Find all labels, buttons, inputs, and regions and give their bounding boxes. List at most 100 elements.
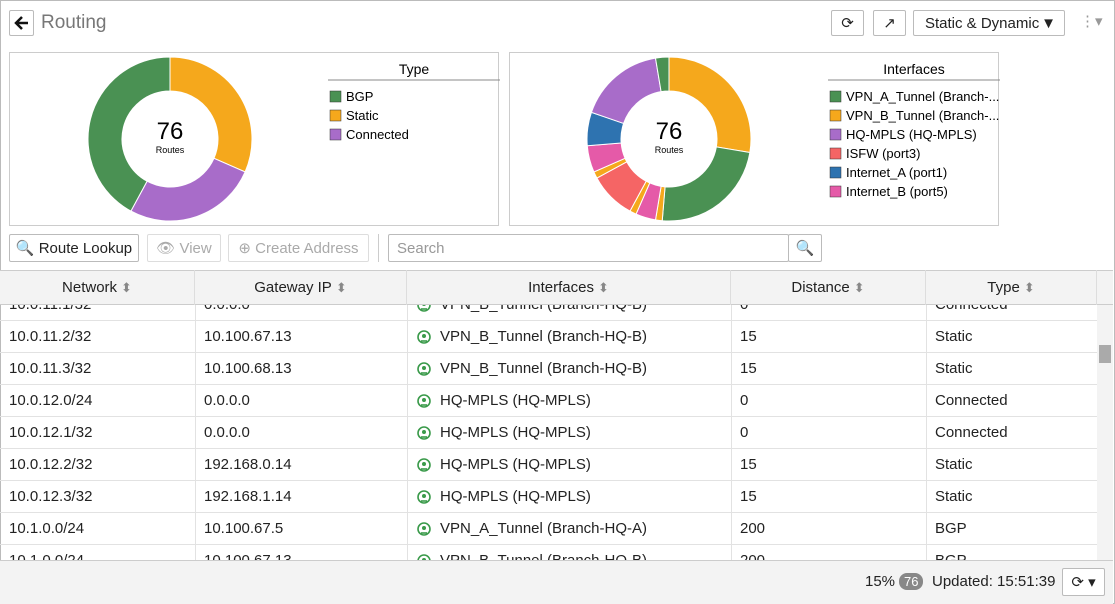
- table-cell: HQ-MPLS (HQ-MPLS): [440, 424, 591, 441]
- table-cell: HQ-MPLS (HQ-MPLS): [440, 456, 591, 473]
- table-cell: Connected: [935, 305, 1008, 321]
- table-cell: 15: [740, 360, 757, 377]
- column-header[interactable]: Distance ⬍: [731, 270, 926, 305]
- legend-label: ISFW (port3): [846, 146, 920, 161]
- column-divider: [195, 481, 196, 513]
- column-divider: [926, 513, 927, 545]
- column-divider: [926, 449, 927, 481]
- legend-swatch: [329, 109, 342, 122]
- table-row[interactable]: [0, 305, 1097, 321]
- column-header[interactable]: Interfaces ⬍: [407, 270, 731, 305]
- refresh-button[interactable]: ⟳: [831, 10, 864, 36]
- table-cell: Static: [935, 456, 973, 473]
- table-row[interactable]: [0, 417, 1097, 449]
- scrollbar[interactable]: [1097, 305, 1113, 560]
- table-cell: 192.168.0.14: [204, 456, 292, 473]
- table-cell: 10.100.67.13: [204, 328, 292, 345]
- table-cell: 0: [740, 392, 749, 409]
- column-header[interactable]: Type ⬍: [926, 270, 1097, 305]
- legend-swatch: [829, 166, 842, 179]
- column-title: Network: [62, 279, 118, 296]
- interface-icon: [416, 513, 432, 545]
- donut-center-value: 76: [157, 118, 184, 145]
- search-input[interactable]: Search: [388, 234, 789, 262]
- view-text: View: [179, 239, 212, 257]
- table-row[interactable]: [0, 481, 1097, 513]
- column-divider: [195, 305, 196, 321]
- column-divider: [731, 449, 732, 481]
- column-divider: [926, 545, 927, 560]
- column-divider: [731, 305, 732, 321]
- column-divider: [195, 353, 196, 385]
- route-lookup-button[interactable]: 🔍 Route Lookup: [9, 234, 139, 262]
- interfaces-panel: [509, 52, 999, 226]
- column-divider: [407, 353, 408, 385]
- footer-updated: Updated: 15:51:39: [932, 573, 1056, 590]
- column-divider: [926, 305, 927, 321]
- back-button[interactable]: [9, 10, 34, 36]
- table-cell: 10.0.11.2/32: [9, 328, 92, 345]
- table-cell: 15: [740, 328, 757, 345]
- create-address-text: Create Address: [255, 239, 359, 257]
- legend-title: Interfaces: [883, 61, 944, 77]
- legend-swatch: [829, 185, 842, 198]
- sort-icon: ⬍: [597, 279, 609, 295]
- column-title: Interfaces: [528, 279, 594, 296]
- donut-center-label: Routes: [156, 145, 185, 155]
- page-title: Routing: [41, 12, 107, 33]
- legend-label: HQ-MPLS (HQ-MPLS): [846, 127, 977, 142]
- scroll-thumb[interactable]: [1099, 345, 1111, 363]
- create-address-button[interactable]: ⊕ Create Address: [228, 234, 369, 262]
- column-divider: [407, 513, 408, 545]
- legend-label: Connected: [346, 127, 409, 142]
- column-divider: [407, 417, 408, 449]
- interface-icon: [416, 481, 432, 513]
- column-divider: [926, 417, 927, 449]
- table-cell: Static: [935, 488, 973, 505]
- table-row[interactable]: [0, 321, 1097, 353]
- table-cell: BGP: [935, 545, 967, 560]
- table-cell: 0: [740, 424, 749, 441]
- donut-slice: [654, 56, 670, 93]
- legend-swatch: [829, 90, 842, 103]
- menu[interactable]: ⋮▾: [1080, 13, 1103, 30]
- table-cell: 10.100.67.13: [204, 545, 292, 560]
- column-divider: [731, 321, 732, 353]
- table-row[interactable]: [0, 385, 1097, 417]
- column-divider: [195, 321, 196, 353]
- back-icon: [13, 16, 28, 30]
- column-divider: [195, 385, 196, 417]
- route-lookup-text: Route Lookup: [38, 239, 133, 257]
- table-cell: 192.168.1.14: [204, 488, 292, 505]
- table-row[interactable]: [0, 353, 1097, 385]
- interface-icon: [416, 321, 432, 353]
- column-divider: [731, 481, 732, 513]
- view-button[interactable]: 👁 View: [147, 234, 221, 262]
- legend-label: Internet_A (port1): [846, 165, 947, 180]
- column-divider: [407, 481, 408, 513]
- table-cell: 10.0.12.3/32: [9, 488, 93, 505]
- table-row[interactable]: [0, 513, 1097, 545]
- column-title: Gateway IP: [254, 279, 332, 296]
- table-cell: VPN_B_Tunnel (Branch-HQ-B): [440, 545, 647, 560]
- interface-icon: [416, 545, 432, 560]
- table-cell: 10.0.11.1/32: [9, 305, 91, 321]
- column-header[interactable]: Gateway IP ⬍: [195, 270, 407, 305]
- column-divider: [731, 385, 732, 417]
- open-button[interactable]: ↗: [873, 10, 906, 36]
- type-panel: [9, 52, 499, 226]
- view-select[interactable]: Static & Dynamic ▼: [913, 10, 1065, 36]
- table-cell: HQ-MPLS (HQ-MPLS): [440, 392, 591, 409]
- column-header[interactable]: Network ⬍: [0, 270, 195, 305]
- interface-icon: [416, 305, 432, 321]
- table-cell: VPN_B_Tunnel (Branch-HQ-B): [440, 328, 648, 345]
- legend-swatch: [329, 90, 342, 103]
- footer-refresh[interactable]: ⟳ ▾: [1062, 568, 1105, 596]
- table-cell: 200: [740, 545, 765, 560]
- table-row[interactable]: [0, 449, 1097, 481]
- legend-label: VPN_A_Tunnel (Branch-...: [846, 89, 999, 104]
- footer: [0, 560, 1113, 604]
- search-button[interactable]: 🔍: [788, 234, 822, 262]
